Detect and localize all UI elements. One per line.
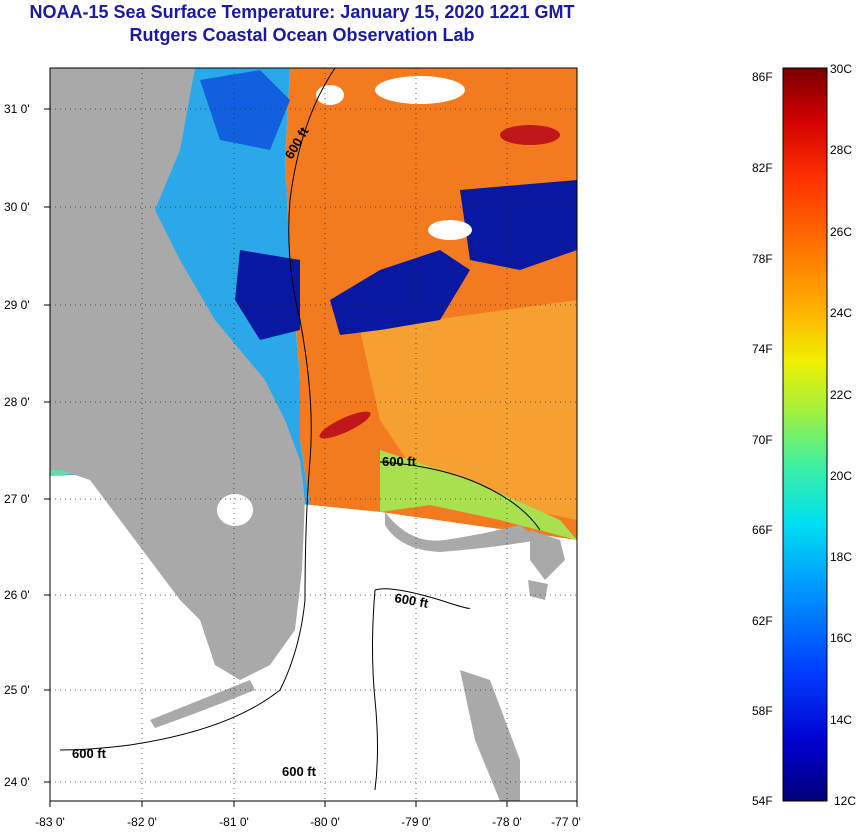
lat-label-25: 25 0' xyxy=(4,683,30,697)
cb-c-22: 22C xyxy=(830,388,853,402)
contour-label-4: 600 ft xyxy=(72,746,107,761)
contour-600ft-grand-bahama xyxy=(379,461,541,531)
cb-c-24: 24C xyxy=(830,306,853,320)
lat-label-24: 24 0' xyxy=(4,775,30,789)
contour-600ft-east-florida xyxy=(59,68,336,751)
contour-600ft-andros xyxy=(372,588,471,791)
andros xyxy=(460,670,520,801)
cb-f-54: 54F xyxy=(752,794,773,808)
cb-c-28: 28C xyxy=(830,143,853,157)
cb-f-70: 70F xyxy=(752,433,773,447)
lake-okeechobee xyxy=(217,494,253,526)
cb-c-12: 12C xyxy=(834,794,857,808)
abaco xyxy=(530,530,565,580)
lat-label-28: 28 0' xyxy=(4,395,30,409)
lon-label-78: -78 0' xyxy=(492,815,522,829)
contour-label-5: 600 ft xyxy=(282,764,317,779)
map-title: NOAA-15 Sea Surface Temperature: January… xyxy=(29,2,575,22)
map-subtitle: Rutgers Coastal Ocean Observation Lab xyxy=(129,25,475,45)
lat-label-26: 26 0' xyxy=(4,588,30,602)
lon-label-80: -80 0' xyxy=(310,815,340,829)
map-body: 600 ft 600 ft 600 ft 600 ft 600 ft xyxy=(50,68,577,801)
plot-frame xyxy=(49,67,578,802)
lon-label-82: -82 0' xyxy=(127,815,157,829)
bahamas-islet xyxy=(528,580,548,600)
cb-f-58: 58F xyxy=(752,704,773,718)
cold-patch-4 xyxy=(200,70,290,150)
cb-c-30: 30C xyxy=(830,62,853,76)
cold-patch-1 xyxy=(235,250,300,340)
lon-label-83: -83 0' xyxy=(35,815,65,829)
graticule xyxy=(50,68,577,801)
lon-label-77: -77 0' xyxy=(551,815,581,829)
contour-label-2: 600 ft xyxy=(382,454,417,469)
lon-label-81: -81 0' xyxy=(219,815,249,829)
cloud-1 xyxy=(375,76,465,104)
cloud-3 xyxy=(428,220,472,240)
cb-c-16: 16C xyxy=(830,631,853,645)
cloud-2 xyxy=(316,85,344,105)
contour-label-3: 600 ft xyxy=(393,590,430,611)
cb-f-78: 78F xyxy=(752,252,773,266)
lat-label-29: 29 0' xyxy=(4,298,30,312)
axis-ticks xyxy=(44,108,578,807)
warm-streak-1 xyxy=(319,411,371,439)
cold-patch-2 xyxy=(460,180,577,270)
cb-f-66: 66F xyxy=(752,523,773,537)
lat-label-31: 31 0' xyxy=(4,102,30,116)
lat-label-27: 27 0' xyxy=(4,492,30,506)
cold-patch-3 xyxy=(330,250,470,335)
grand-bahama xyxy=(385,512,540,552)
lat-label-30: 30 0' xyxy=(4,200,30,214)
lon-label-79: -79 0' xyxy=(401,815,431,829)
florida-keys xyxy=(150,680,255,728)
warm-streak-2 xyxy=(500,125,560,145)
cb-f-82: 82F xyxy=(752,161,773,175)
cb-f-62: 62F xyxy=(752,614,773,628)
cb-f-86: 86F xyxy=(752,70,773,84)
cb-c-14: 14C xyxy=(830,713,853,727)
sst-green-region xyxy=(380,450,577,540)
cb-c-20: 20C xyxy=(830,469,853,483)
cb-c-18: 18C xyxy=(830,550,853,564)
cb-f-74: 74F xyxy=(752,342,773,356)
cb-c-26: 26C xyxy=(830,225,853,239)
colorbar xyxy=(782,67,828,802)
florida-land xyxy=(50,68,305,680)
